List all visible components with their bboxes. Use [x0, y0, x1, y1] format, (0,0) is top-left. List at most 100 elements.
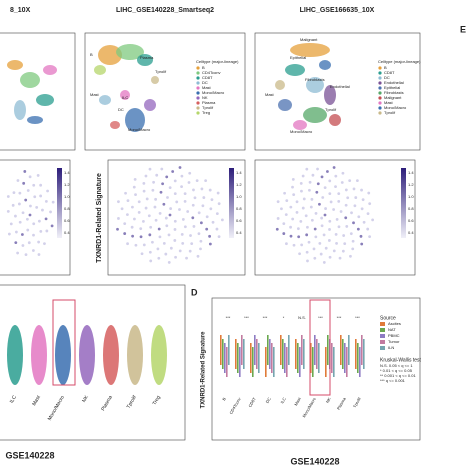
- box: [239, 347, 241, 377]
- umap-dot: [142, 189, 146, 193]
- umap-dot: [131, 205, 134, 209]
- box: [235, 339, 237, 369]
- box: [316, 339, 318, 369]
- umap-dot: [284, 213, 288, 217]
- colorbar-tick: 1.4: [64, 170, 70, 175]
- umap-dot: [144, 206, 148, 210]
- panel-title: GSE140228: [290, 456, 339, 466]
- box: [280, 335, 282, 365]
- legend-label: Mono/Macro: [384, 105, 407, 110]
- umap-dot: [205, 215, 209, 219]
- umap-dot: [210, 198, 214, 202]
- significance: ***: [355, 315, 360, 320]
- x-tick-label: Treg: [152, 394, 162, 406]
- violin: [55, 325, 71, 385]
- box: [357, 343, 359, 373]
- umap-dot: [320, 175, 324, 179]
- panel-frame: [107, 159, 246, 276]
- box: [327, 335, 329, 365]
- x-tick-label: Plasma: [100, 394, 114, 412]
- box: [252, 347, 254, 377]
- umap-dot: [133, 217, 136, 221]
- umap-dot: [344, 216, 348, 220]
- umap-dot: [144, 174, 148, 178]
- panel-frame: [0, 159, 71, 276]
- umap-dot: [335, 241, 338, 245]
- umap-dot: [32, 183, 36, 187]
- umap-dot: [137, 200, 141, 204]
- umap-dot: [215, 227, 219, 231]
- umap-dot: [173, 228, 177, 231]
- x-tick-label: DC: [265, 396, 272, 404]
- umap-dot: [152, 180, 155, 184]
- umap-dot: [306, 259, 309, 263]
- umap-dot: [22, 181, 26, 185]
- umap-dot: [28, 175, 32, 179]
- umap-label: DC: [118, 107, 124, 112]
- umap-dot: [157, 227, 161, 231]
- umap-dot: [189, 234, 192, 237]
- umap-dot: [361, 198, 365, 202]
- umap-dot: [161, 182, 165, 186]
- umap-dot: [344, 203, 348, 207]
- legend-label: Mono/Macro: [202, 90, 225, 95]
- umap-dot: [148, 167, 152, 171]
- colorbar-tick: 0.4: [64, 230, 70, 235]
- umap-cluster: [303, 107, 327, 123]
- umap-dot: [298, 252, 301, 256]
- box: [361, 335, 363, 365]
- umap-cluster: [120, 90, 130, 100]
- umap-dot: [328, 255, 332, 259]
- legend-swatch: [196, 86, 200, 90]
- umap-cluster: [151, 76, 159, 84]
- umap-dot: [137, 211, 141, 214]
- umap-label: Mast: [265, 92, 275, 97]
- umap-dot: [164, 252, 168, 256]
- legend-label: ILN: [388, 345, 394, 350]
- box: [363, 339, 365, 369]
- umap-dot: [180, 174, 184, 178]
- umap-dot: [183, 199, 187, 203]
- umap-dot: [346, 196, 350, 200]
- x-tick-label: Tprolif: [126, 394, 138, 410]
- legend-swatch: [380, 322, 385, 326]
- legend-swatch: [196, 111, 200, 115]
- umap-label: Mono/Macro: [290, 129, 313, 134]
- box: [325, 347, 327, 377]
- umap-dot: [350, 211, 353, 215]
- umap-dot: [318, 202, 321, 206]
- box: [241, 335, 243, 365]
- violin: [127, 325, 143, 385]
- umap-dot: [33, 195, 37, 199]
- umap-dot: [217, 202, 221, 206]
- umap-dot: [217, 235, 221, 239]
- umap-dot: [134, 243, 138, 247]
- umap-dot: [371, 218, 375, 222]
- legend-label: NK: [202, 95, 208, 100]
- umap-label: B: [90, 52, 93, 57]
- umap-dot: [282, 222, 286, 226]
- umap-dot: [355, 179, 359, 183]
- colorbar-tick: 0.6: [408, 218, 414, 223]
- umap-dot: [117, 217, 120, 220]
- umap-dot: [167, 261, 171, 264]
- umap-dot: [345, 225, 349, 228]
- x-tick-label: ILC: [9, 394, 18, 404]
- umap-cluster: [290, 43, 330, 57]
- x-tick-label: B: [221, 396, 227, 401]
- umap-dot: [337, 199, 341, 203]
- x-tick-label: Mono/Macro: [47, 394, 66, 421]
- umap-dot: [343, 242, 347, 246]
- umap-dot: [181, 241, 185, 245]
- legend-label: Ascites: [388, 321, 401, 326]
- legend-label: CD8T: [384, 70, 395, 75]
- colorbar: [401, 168, 406, 238]
- umap-dot: [183, 225, 187, 229]
- umap-dot: [311, 173, 315, 177]
- umap-dot: [348, 179, 352, 183]
- umap-dot: [320, 224, 324, 228]
- umap-dot: [308, 188, 311, 192]
- umap-dot: [360, 207, 364, 211]
- umap-dot: [188, 171, 192, 175]
- legend-swatch: [378, 71, 382, 75]
